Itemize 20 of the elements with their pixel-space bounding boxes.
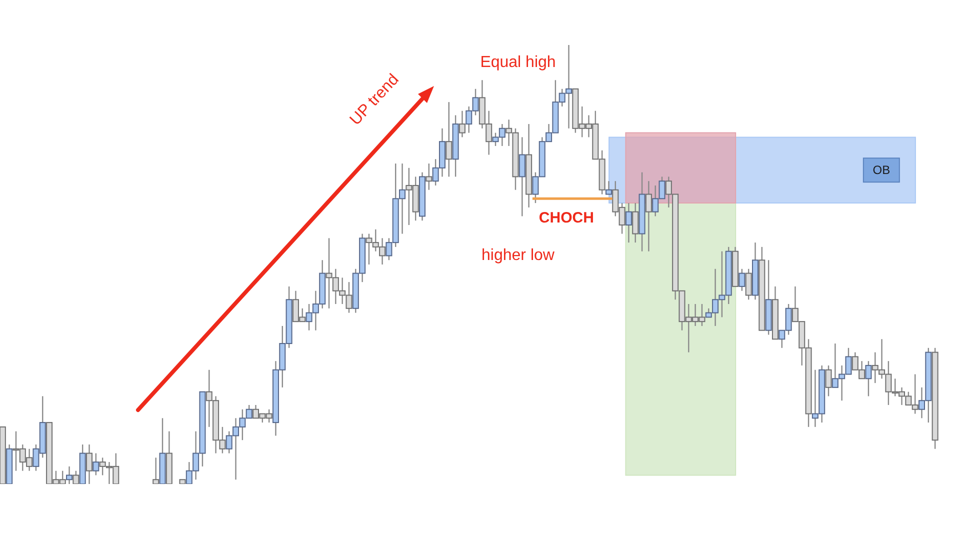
band-label: OB xyxy=(872,163,890,178)
annotation: higher low xyxy=(482,247,555,264)
candlestick xyxy=(458,110,466,138)
candlestick xyxy=(86,444,92,484)
candlestick xyxy=(632,202,639,244)
candlestick xyxy=(152,457,160,484)
candlestick xyxy=(645,180,652,252)
candlestick xyxy=(66,466,73,484)
candlestick xyxy=(446,101,452,178)
candlestick xyxy=(738,268,746,292)
annotation: Equal high xyxy=(480,54,556,71)
candlestick xyxy=(625,202,632,244)
candlestick xyxy=(72,470,80,484)
candlestick xyxy=(825,364,832,397)
ref-line-label: CHOCH xyxy=(538,210,594,227)
candlestick xyxy=(426,162,432,190)
candlestick xyxy=(518,136,526,217)
candlestick xyxy=(745,268,752,300)
candlestick xyxy=(92,452,100,476)
candlestick xyxy=(865,360,872,397)
